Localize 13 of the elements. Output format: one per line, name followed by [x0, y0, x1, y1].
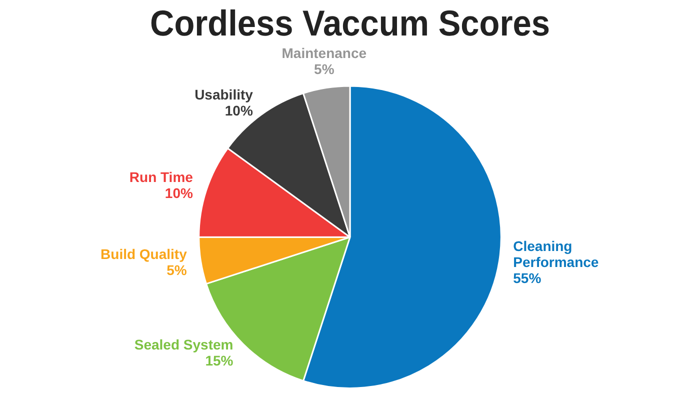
slice-label: Usability	[194, 86, 254, 102]
slice-label: Run Time	[129, 168, 194, 185]
slice-label: Cleaning Performance	[513, 238, 599, 270]
data-label: 15%	[205, 352, 234, 369]
data-label: 5%	[166, 262, 188, 278]
data-label: 10%	[164, 184, 194, 201]
chart-title: Cordless Vaccum Scores	[150, 4, 550, 44]
slice-label: Sealed System	[134, 336, 234, 353]
slice-label: Build Quality	[100, 246, 188, 262]
slice-label: Maintenance	[282, 44, 367, 61]
data-label: 10%	[224, 102, 254, 118]
data-label: 5%	[314, 60, 335, 77]
data-label: 55%	[513, 270, 542, 286]
